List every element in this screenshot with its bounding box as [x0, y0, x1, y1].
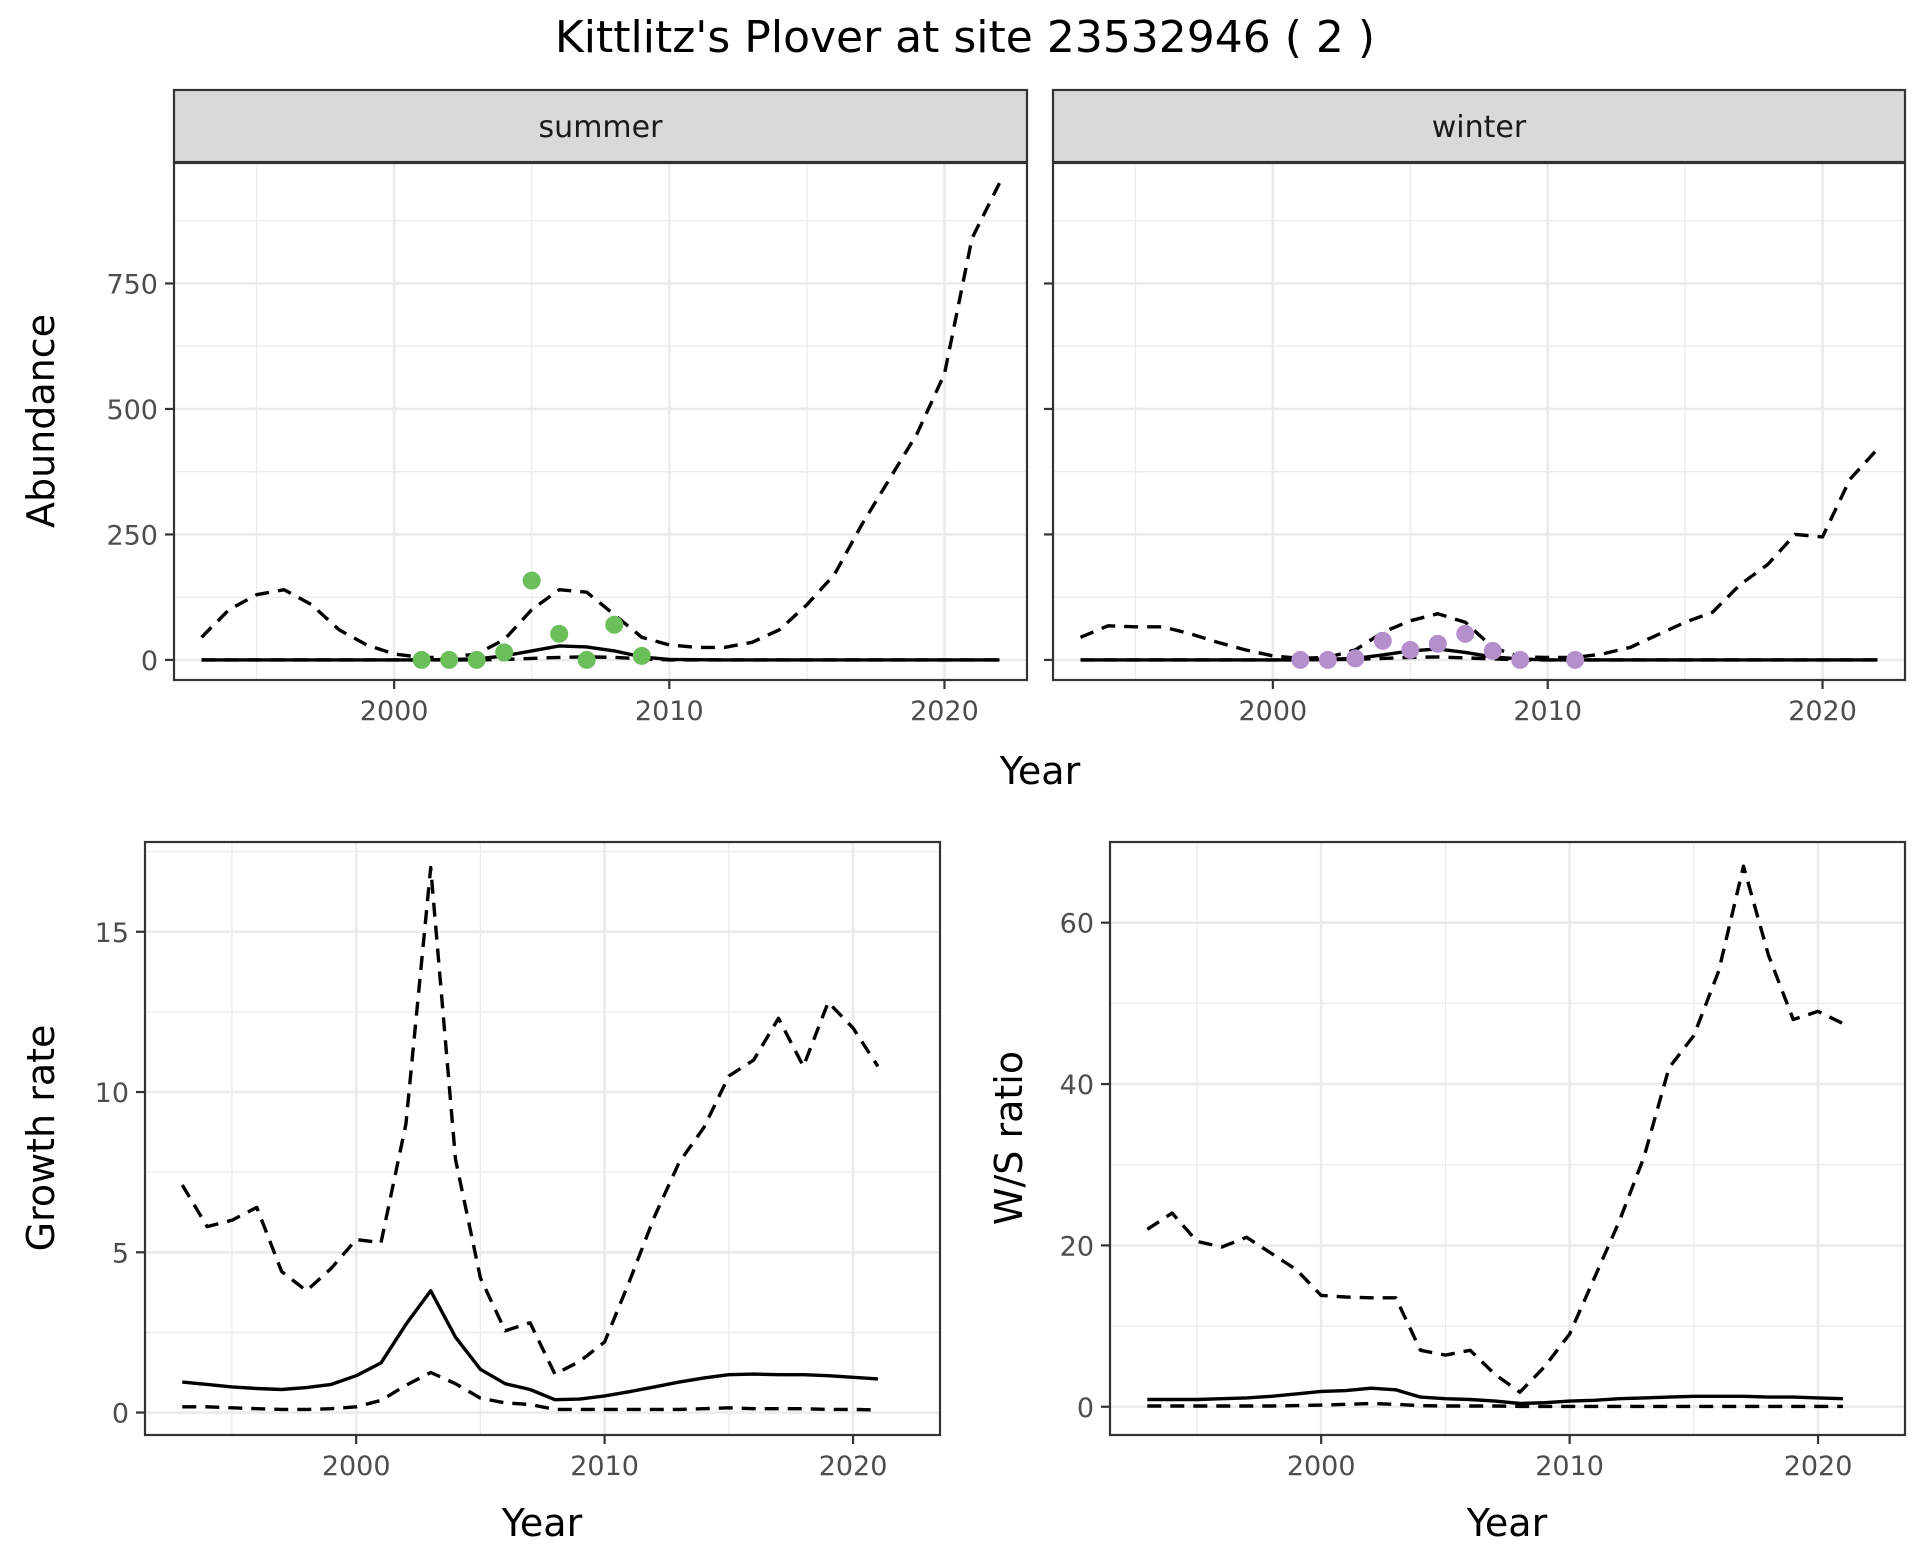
x-axis-title: Year [1466, 1501, 1548, 1545]
y-tick-label: 10 [95, 1078, 129, 1109]
y-tick-label: 5 [112, 1238, 129, 1269]
x-tick-label: 2020 [910, 696, 979, 727]
x-tick-label: 2000 [360, 696, 429, 727]
data-point [1318, 650, 1337, 669]
x-tick-label: 2020 [1784, 1451, 1853, 1482]
panel-ws-ratio: 2000 2010 2020 0 20 40 60 W/S ratio Year [987, 840, 1907, 1545]
y-axis-title: Growth rate [19, 1025, 63, 1252]
series-line-dashed-2 [180, 865, 880, 1376]
x-axis-title: Year [501, 1501, 583, 1545]
series-line-dashed-2 [1079, 447, 1879, 661]
panel-summer: summer 2000 2010 2020 0 250 500 750 Abundance [19, 88, 1029, 727]
y-axis-title: W/S ratio [987, 1051, 1031, 1225]
data-point [467, 650, 486, 669]
series-line-dashed-2 [200, 182, 1002, 660]
series-line-dashed-2 [1146, 864, 1844, 1394]
series-line-solid [1147, 1386, 1843, 1406]
series-line-dashed-1 [201, 655, 1000, 662]
x-tick-label: 2010 [570, 1451, 639, 1482]
data-point [577, 650, 596, 669]
series-line-solid [182, 1289, 879, 1402]
x-tick-label: 2000 [1287, 1451, 1356, 1482]
data-point [440, 650, 459, 669]
y-tick-label: 250 [106, 520, 158, 551]
data-point [495, 643, 514, 662]
main-title: Kittlitz's Plover at site 23532946 ( 2 ) [555, 12, 1375, 63]
data-point [1373, 631, 1392, 650]
data-point [550, 624, 569, 643]
panel-border [1108, 840, 1907, 1437]
y-tick-label: 60 [1060, 909, 1094, 940]
panel-border [143, 840, 942, 1437]
data-point [632, 646, 651, 665]
x-tick-label: 2010 [1535, 1451, 1604, 1482]
panel-winter: winter 2000 2010 2020 [1044, 88, 1907, 727]
x-tick-label: 2020 [819, 1451, 888, 1482]
shared-x-axis-title: Year [999, 749, 1081, 793]
y-tick-label: 750 [106, 269, 158, 300]
y-tick-label: 500 [106, 395, 158, 426]
panel-growth-rate: 2000 2010 2020 0 5 10 15 Growth rate Year [19, 840, 942, 1545]
facet-strip-label: summer [539, 110, 664, 145]
y-tick-label: 0 [1077, 1393, 1094, 1424]
data-point [1291, 650, 1310, 669]
y-tick-label: 40 [1060, 1070, 1094, 1101]
x-tick-label: 2020 [1788, 696, 1857, 727]
y-axis-title: Abundance [19, 314, 63, 528]
x-tick-label: 2000 [1239, 696, 1308, 727]
data-point [605, 615, 624, 634]
x-tick-label: 2010 [1513, 696, 1582, 727]
series-line-dashed-1 [1080, 655, 1878, 662]
y-tick-label: 20 [1060, 1231, 1094, 1262]
data-point [412, 650, 431, 669]
facet-strip [1051, 88, 1907, 164]
facet-strip [172, 88, 1029, 164]
y-tick-label: 0 [112, 1399, 129, 1430]
y-tick-label: 15 [95, 918, 129, 949]
data-point [1346, 649, 1365, 668]
series-line-dashed-1 [1147, 1401, 1843, 1409]
x-tick-label: 2000 [322, 1451, 391, 1482]
data-point [1428, 634, 1447, 653]
data-point [1566, 650, 1585, 669]
data-point [522, 571, 541, 590]
data-point [1401, 640, 1420, 659]
data-point [1483, 641, 1502, 660]
x-tick-label: 2010 [635, 696, 704, 727]
facet-strip-label: winter [1432, 110, 1527, 145]
y-tick-label: 0 [141, 646, 158, 677]
data-point [1511, 650, 1530, 669]
panel-border [1051, 161, 1907, 682]
series-line-dashed-1 [182, 1370, 878, 1412]
data-point [1456, 624, 1475, 643]
